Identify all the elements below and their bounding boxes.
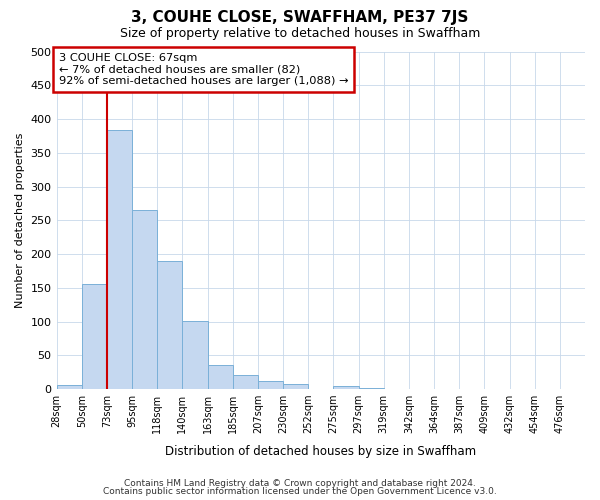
Bar: [233, 375, 258, 389]
Bar: [56, 385, 82, 389]
Bar: [132, 210, 157, 389]
Text: 3, COUHE CLOSE, SWAFFHAM, PE37 7JS: 3, COUHE CLOSE, SWAFFHAM, PE37 7JS: [131, 10, 469, 25]
Text: Size of property relative to detached houses in Swaffham: Size of property relative to detached ho…: [120, 28, 480, 40]
Bar: [182, 321, 208, 389]
Text: 3 COUHE CLOSE: 67sqm
← 7% of detached houses are smaller (82)
92% of semi-detach: 3 COUHE CLOSE: 67sqm ← 7% of detached ho…: [59, 53, 349, 86]
Bar: [359, 388, 383, 389]
Bar: [157, 261, 182, 389]
Text: Contains public sector information licensed under the Open Government Licence v3: Contains public sector information licen…: [103, 487, 497, 496]
Bar: [82, 284, 107, 389]
Bar: [208, 364, 233, 389]
Y-axis label: Number of detached properties: Number of detached properties: [15, 132, 25, 308]
Bar: [258, 381, 283, 389]
Bar: [107, 130, 132, 389]
Text: Contains HM Land Registry data © Crown copyright and database right 2024.: Contains HM Land Registry data © Crown c…: [124, 478, 476, 488]
X-axis label: Distribution of detached houses by size in Swaffham: Distribution of detached houses by size …: [165, 444, 476, 458]
Bar: [283, 384, 308, 389]
Bar: [334, 386, 359, 389]
